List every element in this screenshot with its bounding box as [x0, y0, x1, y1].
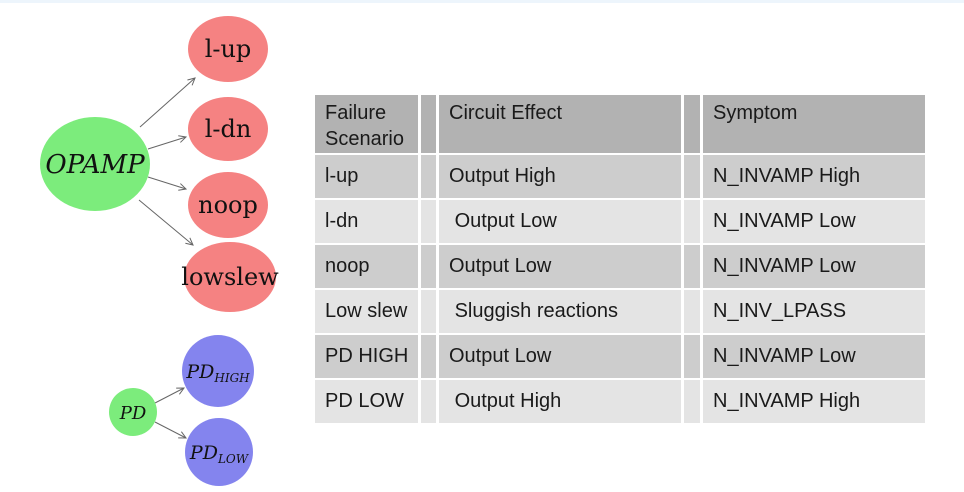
- node-l-up-label: l-up: [205, 35, 252, 63]
- cell-spacer: [421, 245, 436, 288]
- node-pd-low: [185, 418, 253, 486]
- cell-spacer: [684, 335, 700, 378]
- cell-spacer: [421, 380, 436, 423]
- edge-opamp-ldn: [147, 135, 188, 150]
- node-opamp: [40, 117, 150, 211]
- node-pd-label: PD: [119, 403, 147, 424]
- cell-symptom: N_INVAMP Low: [703, 245, 925, 288]
- cell-scenario: l-dn: [315, 200, 418, 243]
- cell-spacer: [684, 290, 700, 333]
- edge-opamp-lup: [139, 77, 196, 128]
- node-l-dn: [188, 97, 268, 161]
- header-circuit-effect: Circuit Effect: [439, 95, 681, 153]
- cell-spacer: [421, 290, 436, 333]
- node-lowslew-label: lowslew: [181, 263, 279, 291]
- edge-opamp-noop: [147, 176, 188, 191]
- edge-opamp-lowslew: [138, 199, 194, 246]
- header-spacer-2: [684, 95, 700, 153]
- cell-scenario: l-up: [315, 155, 418, 198]
- node-pd-low-subscript: LOW: [217, 452, 250, 466]
- cell-spacer: [684, 245, 700, 288]
- cell-effect: Sluggish reactions: [439, 290, 681, 333]
- edge-pd-pdlow: [154, 421, 187, 439]
- cell-effect: Output Low: [439, 245, 681, 288]
- top-accent-strip: [0, 0, 964, 3]
- node-l-up: [188, 16, 268, 82]
- header-failure-scenario: Failure Scenario: [315, 95, 418, 153]
- cell-symptom: N_INVAMP Low: [703, 200, 925, 243]
- cell-effect: Output Low: [439, 200, 681, 243]
- node-pd-high-main: PD: [185, 361, 214, 383]
- edge-pd-pdhigh: [154, 387, 185, 404]
- cell-spacer: [684, 155, 700, 198]
- cell-effect: Output High: [439, 155, 681, 198]
- cell-scenario: noop: [315, 245, 418, 288]
- cell-scenario: PD HIGH: [315, 335, 418, 378]
- cell-spacer: [684, 200, 700, 243]
- node-pd-high: [182, 335, 254, 407]
- node-opamp-label: OPAMP: [45, 150, 145, 180]
- node-noop-label: noop: [198, 191, 258, 219]
- header-symptom: Symptom: [703, 95, 925, 153]
- fault-tree-diagram: OPAMP l-up l-dn noop lowslew PD PDHIGH P…: [40, 16, 279, 486]
- cell-spacer: [684, 380, 700, 423]
- node-l-dn-label: l-dn: [205, 115, 252, 143]
- cell-symptom: N_INVAMP Low: [703, 335, 925, 378]
- node-pd-low-label: PDLOW: [189, 442, 250, 466]
- cell-spacer: [421, 155, 436, 198]
- failure-scenario-table: Failure Scenario Circuit Effect Symptom …: [315, 95, 925, 423]
- cell-symptom: N_INVAMP High: [703, 380, 925, 423]
- node-pd-low-main: PD: [189, 442, 218, 464]
- cell-effect: Output High: [439, 380, 681, 423]
- node-lowslew: [184, 242, 276, 312]
- node-noop: [188, 172, 268, 238]
- cell-scenario: PD LOW: [315, 380, 418, 423]
- header-spacer-1: [421, 95, 436, 153]
- cell-scenario: Low slew: [315, 290, 418, 333]
- cell-spacer: [421, 200, 436, 243]
- node-pd: [109, 388, 157, 436]
- cell-effect: Output Low: [439, 335, 681, 378]
- cell-symptom: N_INV_LPASS: [703, 290, 925, 333]
- cell-symptom: N_INVAMP High: [703, 155, 925, 198]
- diagram-edges: [138, 77, 196, 439]
- node-pd-high-subscript: HIGH: [213, 371, 250, 385]
- cell-spacer: [421, 335, 436, 378]
- node-pd-high-label: PDHIGH: [185, 361, 250, 385]
